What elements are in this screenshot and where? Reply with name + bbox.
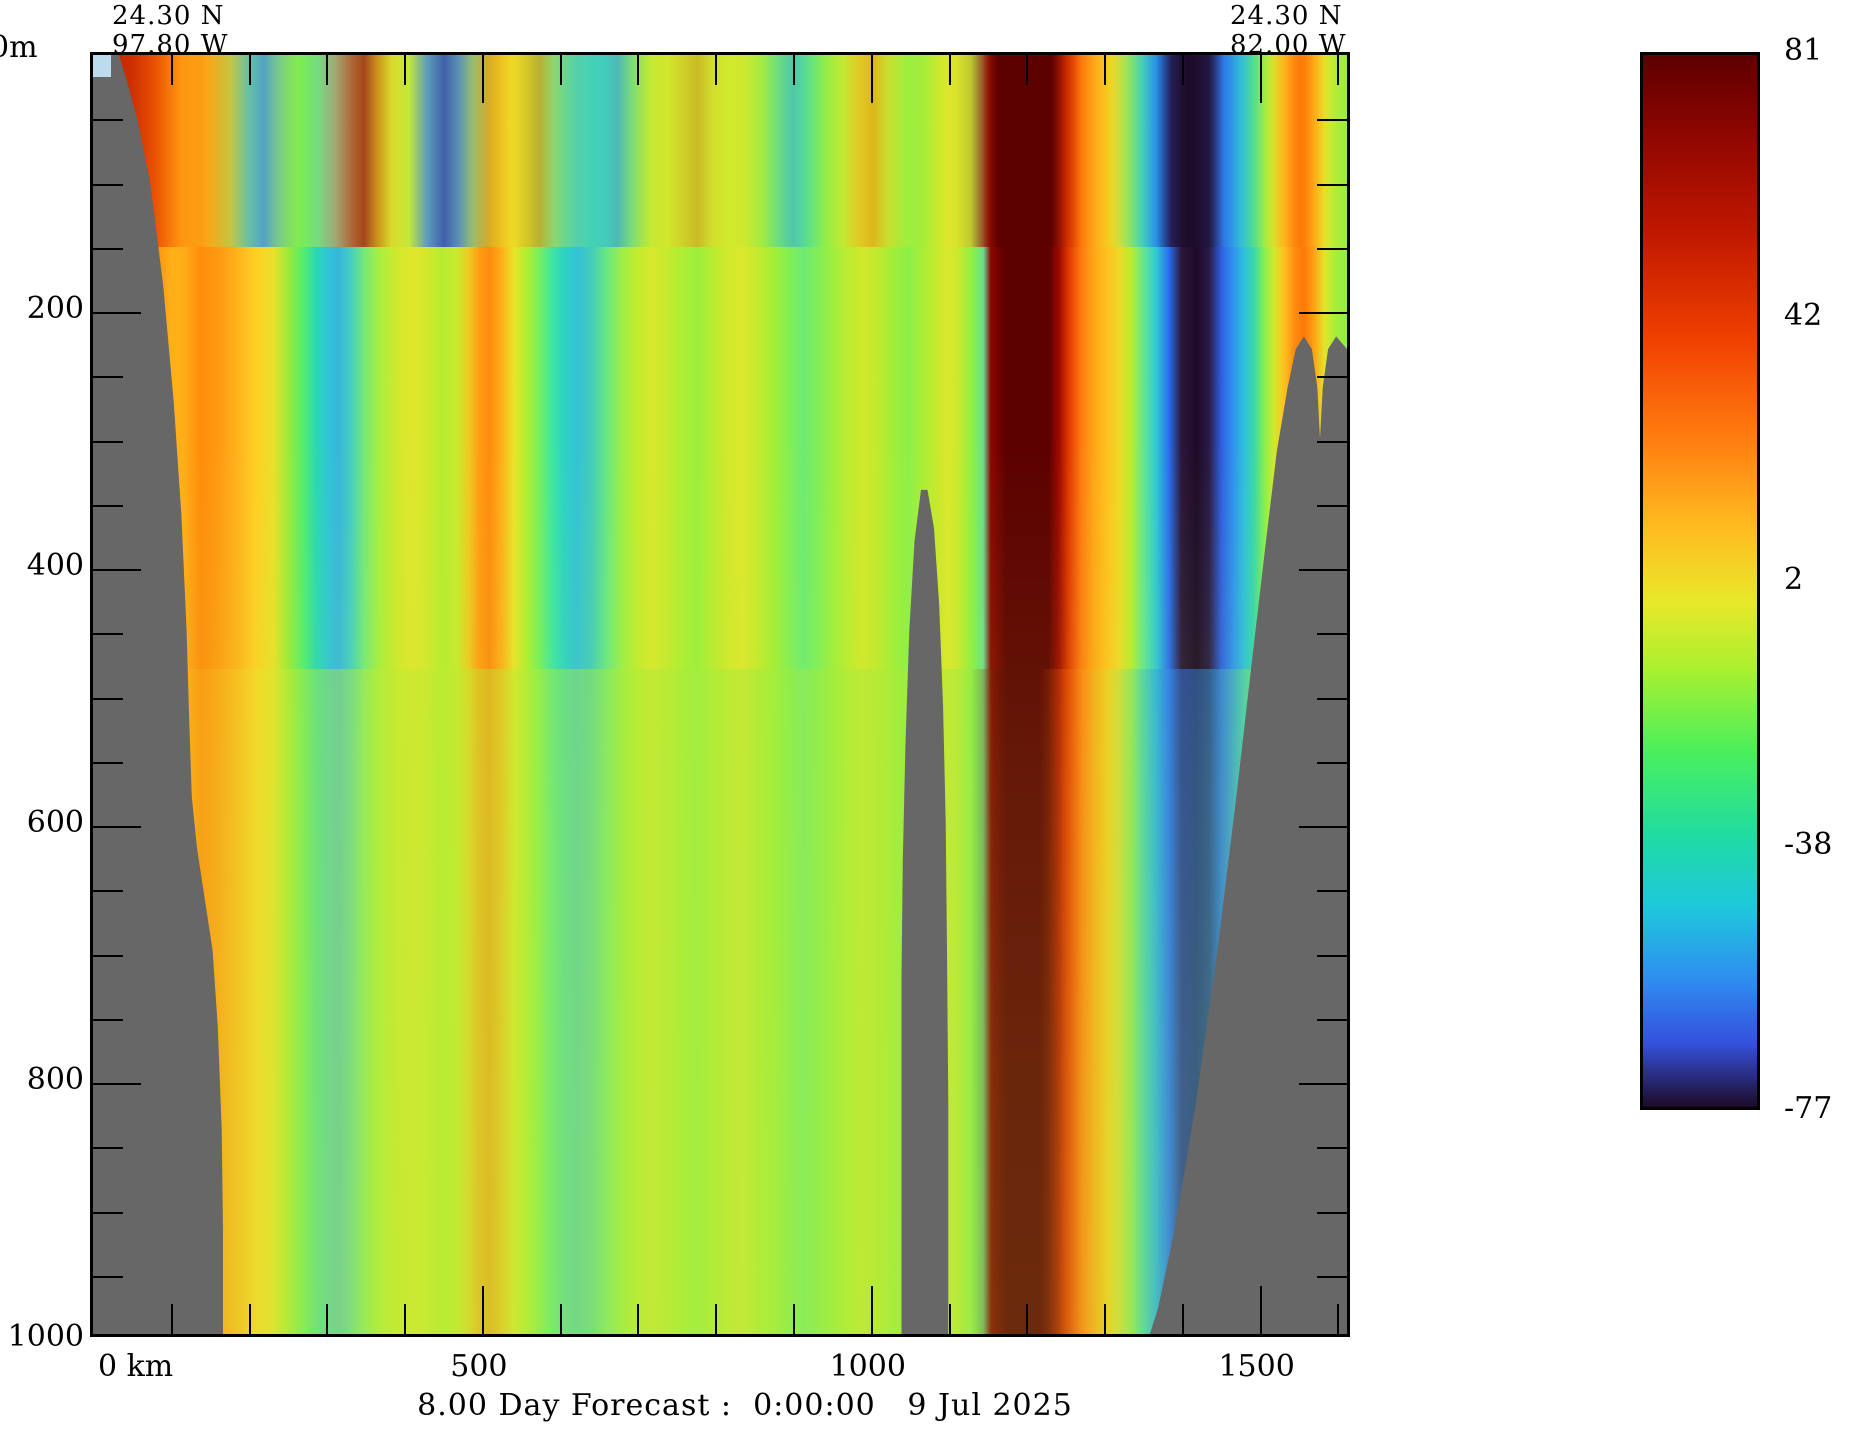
- x-tick-bottom: [870, 1286, 873, 1334]
- y-tick-right: [1317, 1018, 1347, 1021]
- velocity-heatmap-field: [93, 55, 1347, 1334]
- y-tick-right: [1317, 697, 1347, 700]
- x-tick-top: [637, 55, 640, 85]
- x-tick-top: [1259, 55, 1262, 103]
- y-tick-left: [93, 1275, 123, 1278]
- x-tick-top: [870, 55, 873, 103]
- x-tick-top: [1337, 55, 1340, 85]
- y-tick-right: [1317, 247, 1347, 250]
- x-tick-bottom: [793, 1304, 795, 1334]
- y-tick-right: [1317, 890, 1347, 893]
- x-tick-bottom: [326, 1304, 329, 1334]
- x-tick-top: [326, 55, 329, 85]
- y-tick-left: [93, 1147, 123, 1150]
- y-tick-right: [1299, 312, 1347, 314]
- y-tick-right: [1317, 504, 1347, 507]
- colorbar-tick-label: 81: [1784, 33, 1823, 68]
- colorbar-gradient: [1643, 55, 1757, 1107]
- x-tick-top: [793, 55, 795, 85]
- y-tick-right: [1317, 1147, 1347, 1150]
- x-tick-top: [1104, 55, 1107, 85]
- x-tick-top: [948, 55, 951, 85]
- x-axis-tick-label: 0 km: [98, 1349, 174, 1384]
- x-tick-top: [248, 55, 251, 85]
- y-tick-right: [1299, 569, 1347, 571]
- x-tick-top: [1026, 55, 1029, 85]
- x-tick-bottom: [1337, 1304, 1340, 1334]
- x-axis-tick-label: 1000: [829, 1349, 906, 1384]
- x-tick-top: [715, 55, 718, 85]
- forecast-caption: 8.00 Day Forecast : 0:00:00 9 Jul 2025: [417, 1388, 1073, 1423]
- y-tick-left: [93, 247, 123, 250]
- y-tick-left: [93, 761, 123, 764]
- x-axis-tick-label: 500: [450, 1349, 508, 1384]
- y-axis-tick-label: 1000: [7, 1319, 84, 1354]
- y-tick-left: [93, 119, 123, 122]
- y-tick-left: [93, 504, 123, 507]
- y-tick-right: [1317, 440, 1347, 443]
- x-tick-bottom: [481, 1286, 484, 1334]
- x-tick-bottom: [404, 1304, 407, 1334]
- bathymetry-surface-notch: [93, 55, 111, 77]
- colorbar[interactable]: [1640, 52, 1760, 1110]
- y-axis-tick-label: 800: [26, 1062, 84, 1097]
- y-tick-right: [1317, 761, 1347, 764]
- x-tick-bottom: [1026, 1304, 1029, 1334]
- y-tick-right: [1317, 1211, 1347, 1214]
- y-axis-tick-label: 600: [26, 805, 84, 840]
- y-tick-right: [1317, 633, 1347, 636]
- y-tick-left: [93, 1018, 123, 1021]
- y-tick-right: [1317, 1275, 1347, 1278]
- section-start-lat: 24.30 N: [112, 1, 225, 31]
- colorbar-frame: [1640, 52, 1760, 1110]
- colorbar-tick-label: -38: [1784, 826, 1833, 862]
- y-tick-right: [1317, 183, 1347, 186]
- colorbar-tick-label: -77: [1784, 1091, 1833, 1126]
- x-axis-tick-label: 1500: [1218, 1349, 1295, 1384]
- x-tick-top: [404, 55, 407, 85]
- y-tick-right: [1317, 376, 1347, 379]
- heatmap-surface-layer: [93, 55, 1347, 247]
- colorbar-tick-label: 42: [1784, 297, 1823, 333]
- x-tick-bottom: [559, 1304, 562, 1334]
- section-end-lat: 24.30 N: [1230, 1, 1343, 31]
- y-tick-right: [1317, 954, 1347, 957]
- heatmap-depth-shading: [93, 55, 1347, 1334]
- x-tick-top: [559, 55, 562, 85]
- colorbar-tick-label: 2: [1784, 562, 1804, 597]
- x-tick-bottom: [715, 1304, 718, 1334]
- x-tick-bottom: [1181, 1304, 1184, 1334]
- x-tick-bottom: [1259, 1286, 1262, 1334]
- y-axis-tick-label: 0m: [0, 30, 38, 65]
- y-tick-left: [93, 954, 123, 957]
- cross-section-plot[interactable]: [90, 52, 1350, 1337]
- y-tick-left: [93, 440, 123, 443]
- y-tick-left: [93, 633, 123, 636]
- y-tick-left: [93, 890, 123, 893]
- y-tick-right: [1317, 119, 1347, 122]
- y-tick-left: [93, 376, 123, 379]
- x-tick-top: [481, 55, 484, 103]
- y-tick-left: [93, 697, 123, 700]
- y-tick-right: [1299, 826, 1347, 828]
- x-tick-bottom: [1104, 1304, 1107, 1334]
- y-tick-left: [93, 312, 141, 314]
- y-tick-left: [93, 826, 141, 828]
- y-axis-tick-label: 200: [26, 291, 84, 326]
- x-tick-bottom: [637, 1304, 640, 1334]
- heatmap-deep-layer: [93, 668, 1347, 1334]
- y-tick-left: [93, 569, 141, 571]
- x-tick-bottom: [248, 1304, 251, 1334]
- y-axis-tick-label: 400: [26, 548, 84, 583]
- y-tick-left: [93, 1211, 123, 1214]
- x-tick-top: [170, 55, 173, 85]
- y-tick-right: [1299, 1083, 1347, 1085]
- y-tick-left: [93, 1083, 141, 1085]
- x-tick-bottom: [948, 1304, 951, 1334]
- x-tick-top: [1181, 55, 1184, 85]
- x-tick-bottom: [170, 1304, 173, 1334]
- y-tick-left: [93, 183, 123, 186]
